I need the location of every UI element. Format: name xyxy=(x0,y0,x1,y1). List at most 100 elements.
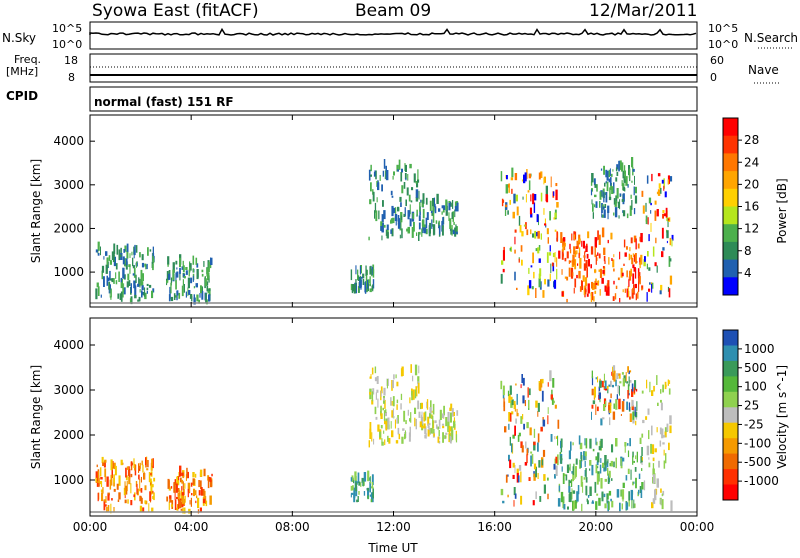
echo-cell xyxy=(520,245,523,252)
echo-cell xyxy=(368,169,371,181)
echo-cell xyxy=(552,263,555,272)
echo-cell xyxy=(605,400,607,406)
echo-cell xyxy=(652,246,655,257)
echo-cell xyxy=(414,389,417,399)
echo-cell xyxy=(627,468,630,474)
echo-cell xyxy=(451,427,453,435)
echo-cell xyxy=(372,191,375,202)
echo-cell xyxy=(595,377,597,380)
echo-cell xyxy=(406,228,408,232)
echo-cell xyxy=(358,275,360,281)
echo-cell xyxy=(623,165,626,175)
echo-cell xyxy=(141,273,144,276)
echo-cell xyxy=(504,426,507,433)
echo-cell xyxy=(456,410,459,416)
echo-cell xyxy=(552,252,555,258)
echo-cell xyxy=(533,441,536,446)
echo-cell xyxy=(621,503,623,510)
echo-cell xyxy=(153,258,155,264)
echo-cell xyxy=(641,482,644,490)
echo-cell xyxy=(612,411,616,420)
echo-cell xyxy=(107,492,110,496)
echo-cell xyxy=(591,411,592,420)
echo-cell xyxy=(621,401,625,412)
echo-cell xyxy=(563,237,566,242)
echo-cell xyxy=(579,257,582,269)
echo-cell xyxy=(622,170,625,179)
echo-cell xyxy=(425,197,428,205)
echo-cell xyxy=(628,491,630,501)
echo-cell xyxy=(661,493,663,497)
echo-cell xyxy=(393,207,395,214)
echo-cell xyxy=(568,267,571,277)
echo-cell xyxy=(110,288,112,298)
echo-cell xyxy=(568,486,571,493)
echo-cell xyxy=(179,500,182,509)
echo-cell xyxy=(410,412,412,423)
echo-cell xyxy=(591,199,593,205)
echo-cell xyxy=(365,272,368,284)
echo-cell xyxy=(553,463,556,470)
echo-cell xyxy=(424,227,427,234)
echo-cell xyxy=(597,280,600,283)
echo-cell xyxy=(118,492,121,500)
echo-cell xyxy=(605,181,608,184)
echo-cell xyxy=(611,500,614,508)
echo-cell xyxy=(561,269,563,275)
echo-cell xyxy=(183,488,185,496)
echo-cell xyxy=(547,477,549,481)
echo-cell xyxy=(615,457,617,469)
echo-cell xyxy=(539,281,542,290)
echo-cell xyxy=(615,399,618,410)
echo-cell xyxy=(190,482,193,487)
echo-cell xyxy=(582,482,584,493)
echo-cell xyxy=(123,274,126,280)
echo-cell xyxy=(383,397,385,401)
echo-cell xyxy=(663,185,665,191)
echo-cell xyxy=(352,485,354,491)
echo-cell xyxy=(603,373,605,383)
echo-cell xyxy=(96,282,99,288)
echo-cell xyxy=(208,288,211,296)
echo-cell xyxy=(432,202,434,214)
echo-cell xyxy=(603,386,606,391)
echo-cell xyxy=(383,159,386,169)
echo-cell xyxy=(380,390,382,397)
echo-cell xyxy=(555,183,558,187)
echo-cell xyxy=(592,282,595,290)
echo-cell xyxy=(444,435,447,439)
echo-cell xyxy=(521,259,523,266)
echo-cell xyxy=(599,289,601,296)
echo-cell xyxy=(557,498,561,507)
echo-cell xyxy=(371,498,374,503)
echo-cell xyxy=(422,219,425,228)
echo-cell xyxy=(397,218,401,225)
echo-cell xyxy=(152,288,155,293)
echo-cell xyxy=(612,169,614,172)
echo-cell xyxy=(431,410,433,413)
echo-cell xyxy=(201,286,203,292)
echo-cell xyxy=(560,455,562,464)
echo-cell xyxy=(373,171,376,177)
echo-cell xyxy=(589,468,591,471)
echo-cell xyxy=(147,460,149,468)
echo-cell xyxy=(578,247,581,256)
echo-cell xyxy=(639,437,642,444)
echo-cell xyxy=(407,409,409,416)
echo-cell xyxy=(168,487,171,491)
echo-cell xyxy=(116,483,119,490)
echo-cell xyxy=(132,273,135,276)
colorbar-swatch xyxy=(723,188,738,207)
echo-cell xyxy=(392,380,394,389)
echo-cell xyxy=(453,221,455,225)
echo-cell xyxy=(111,498,113,501)
echo-cell xyxy=(601,491,604,502)
echo-cell xyxy=(192,268,195,273)
echo-cell xyxy=(405,164,407,172)
echo-cell xyxy=(665,207,668,218)
colorbar-tick-label: 28 xyxy=(744,133,759,147)
echo-cell xyxy=(607,205,610,213)
echo-cell xyxy=(607,386,609,394)
echo-cell xyxy=(576,250,578,255)
echo-cell xyxy=(530,213,533,218)
